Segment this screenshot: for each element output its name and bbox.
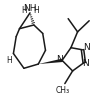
Polygon shape	[38, 59, 62, 64]
Text: H: H	[22, 6, 27, 15]
Text: N: N	[56, 55, 63, 64]
Text: CH₃: CH₃	[56, 86, 70, 95]
Text: H: H	[6, 56, 12, 65]
Text: H: H	[33, 6, 39, 15]
Text: N: N	[82, 59, 89, 68]
Text: N: N	[83, 43, 90, 52]
Text: NH: NH	[23, 4, 37, 13]
